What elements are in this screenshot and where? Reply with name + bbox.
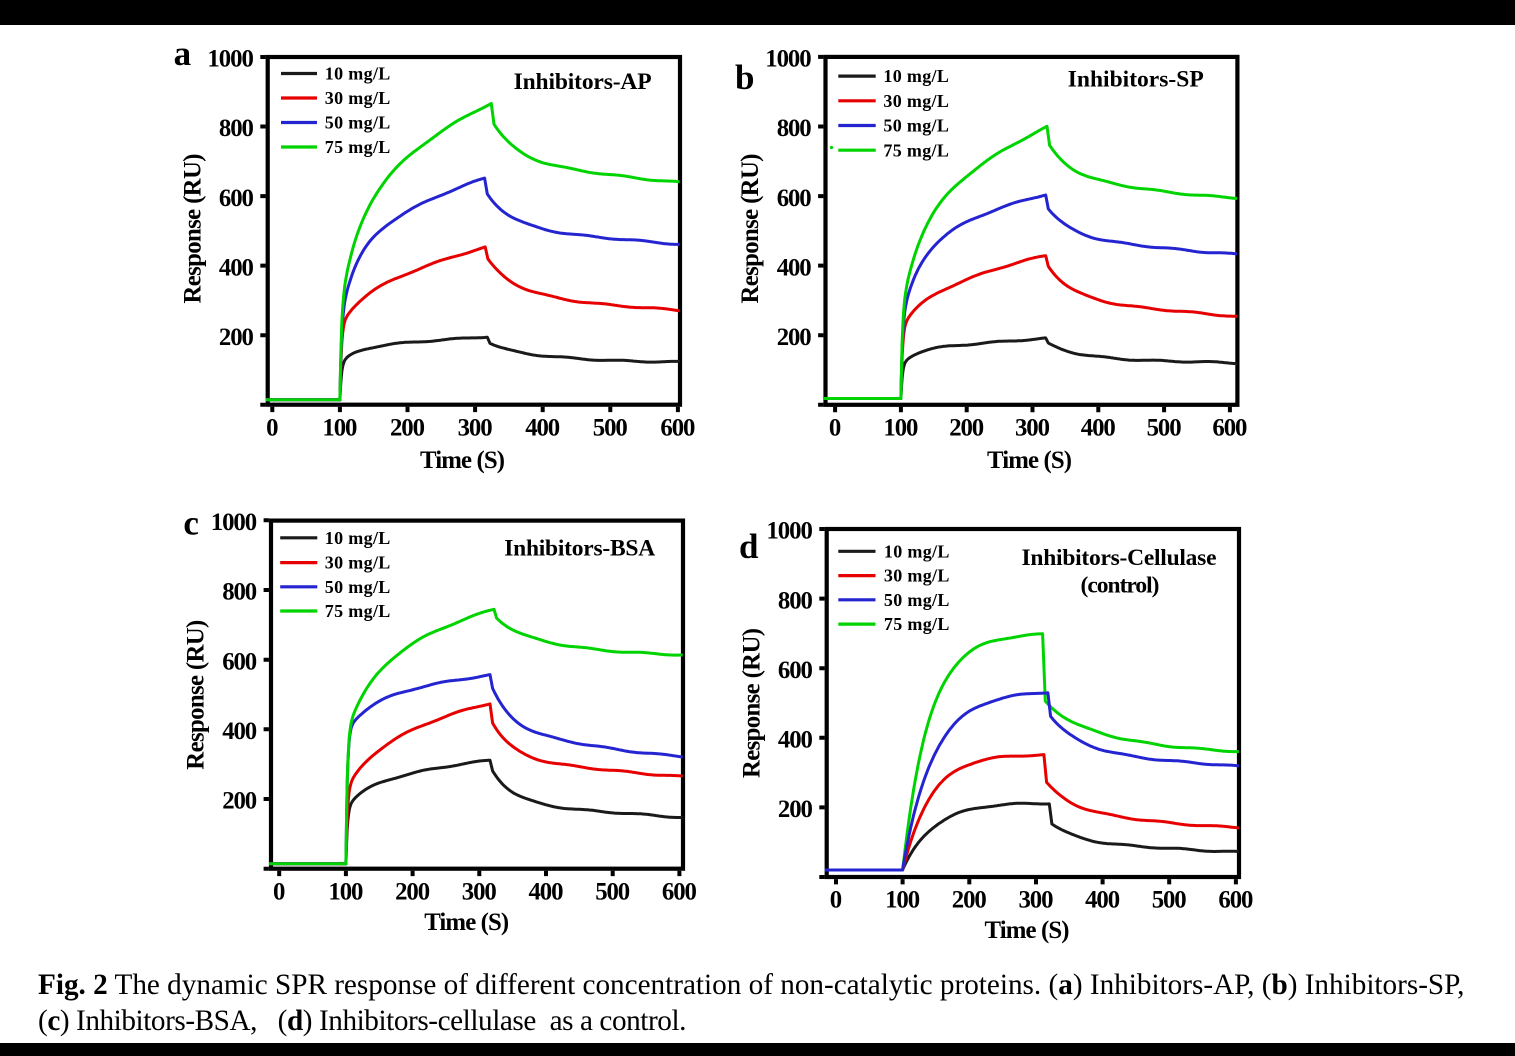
svg-text:200: 200 [949,414,984,441]
svg-text:100: 100 [883,414,918,441]
svg-text:Response (RU): Response (RU) [738,628,765,778]
svg-text:50 mg/L: 50 mg/L [884,590,950,610]
svg-text:200: 200 [219,324,254,351]
svg-text:Time (S): Time (S) [424,909,509,936]
svg-text:30 mg/L: 30 mg/L [325,88,391,108]
svg-text:10 mg/L: 10 mg/L [884,541,950,561]
svg-text:400: 400 [525,414,560,441]
svg-text:300: 300 [1019,887,1054,914]
svg-text:50 mg/L: 50 mg/L [325,577,391,597]
svg-text:Inhibitors-SP: Inhibitors-SP [1068,67,1204,93]
svg-text:b: b [735,58,754,97]
svg-text:500: 500 [1147,414,1182,441]
svg-text:30 mg/L: 30 mg/L [883,91,949,111]
svg-text:600: 600 [1212,414,1247,441]
svg-text:400: 400 [529,878,564,905]
svg-text:100: 100 [322,414,357,441]
svg-text:(control): (control) [1081,573,1160,599]
svg-text:0: 0 [830,887,842,914]
svg-text:600: 600 [219,185,254,212]
svg-text:1000: 1000 [766,518,813,545]
svg-text:600: 600 [777,185,812,212]
svg-text:800: 800 [222,579,257,606]
svg-text:300: 300 [462,878,497,905]
svg-text:1000: 1000 [207,46,254,73]
svg-text:200: 200 [778,796,813,823]
svg-text:75 mg/L: 75 mg/L [883,140,949,160]
svg-text:800: 800 [778,587,813,614]
svg-text:75 mg/L: 75 mg/L [325,137,391,157]
svg-text:800: 800 [777,115,812,142]
svg-text:50 mg/L: 50 mg/L [325,113,391,133]
svg-text:200: 200 [777,324,812,351]
svg-text:1000: 1000 [211,509,258,536]
svg-text:30 mg/L: 30 mg/L [884,566,950,586]
svg-text:800: 800 [219,115,254,142]
svg-text:50 mg/L: 50 mg/L [883,116,949,136]
svg-text:200: 200 [222,788,257,815]
svg-text:400: 400 [1085,887,1120,914]
svg-text:200: 200 [395,878,430,905]
svg-text:Time (S): Time (S) [420,447,505,474]
svg-text:1000: 1000 [765,46,812,73]
svg-text:500: 500 [595,878,630,905]
svg-text:400: 400 [777,254,812,281]
svg-text:Response (RU): Response (RU) [183,620,210,770]
svg-text:200: 200 [952,887,987,914]
svg-text:10 mg/L: 10 mg/L [883,66,949,86]
svg-text:500: 500 [593,414,628,441]
svg-text:500: 500 [1152,887,1187,914]
svg-text:Response (RU): Response (RU) [737,154,764,304]
svg-text:400: 400 [222,718,257,745]
svg-text:300: 300 [458,414,493,441]
svg-text:Inhibitors-BSA: Inhibitors-BSA [504,536,655,562]
svg-text:400: 400 [778,727,813,754]
svg-text:Inhibitors-Cellulase: Inhibitors-Cellulase [1022,545,1217,571]
svg-text:600: 600 [660,414,695,441]
svg-text:Time (S): Time (S) [987,447,1072,474]
svg-text:Response (RU): Response (RU) [179,154,206,304]
svg-text:30 mg/L: 30 mg/L [325,553,391,573]
svg-text:75 mg/L: 75 mg/L [884,614,950,634]
svg-text:200: 200 [390,414,425,441]
svg-text:c: c [183,504,199,543]
svg-text:Inhibitors-AP: Inhibitors-AP [514,69,652,95]
svg-text:100: 100 [328,878,363,905]
svg-text:100: 100 [885,887,920,914]
svg-text:10 mg/L: 10 mg/L [325,528,391,548]
svg-text:300: 300 [1015,414,1050,441]
svg-text:75 mg/L: 75 mg/L [325,601,391,621]
svg-text:0: 0 [829,414,841,441]
svg-text:600: 600 [1218,887,1253,914]
svg-text:600: 600 [778,657,813,684]
svg-text:a: a [174,34,192,73]
svg-text:0: 0 [273,878,285,905]
svg-text:400: 400 [1081,414,1116,441]
svg-text:Time (S): Time (S) [985,917,1070,944]
svg-text:400: 400 [219,254,254,281]
svg-text:d: d [739,527,759,566]
svg-text:600: 600 [662,878,697,905]
svg-text:0: 0 [266,414,278,441]
svg-text:10 mg/L: 10 mg/L [325,64,391,84]
svg-text:600: 600 [222,648,257,675]
